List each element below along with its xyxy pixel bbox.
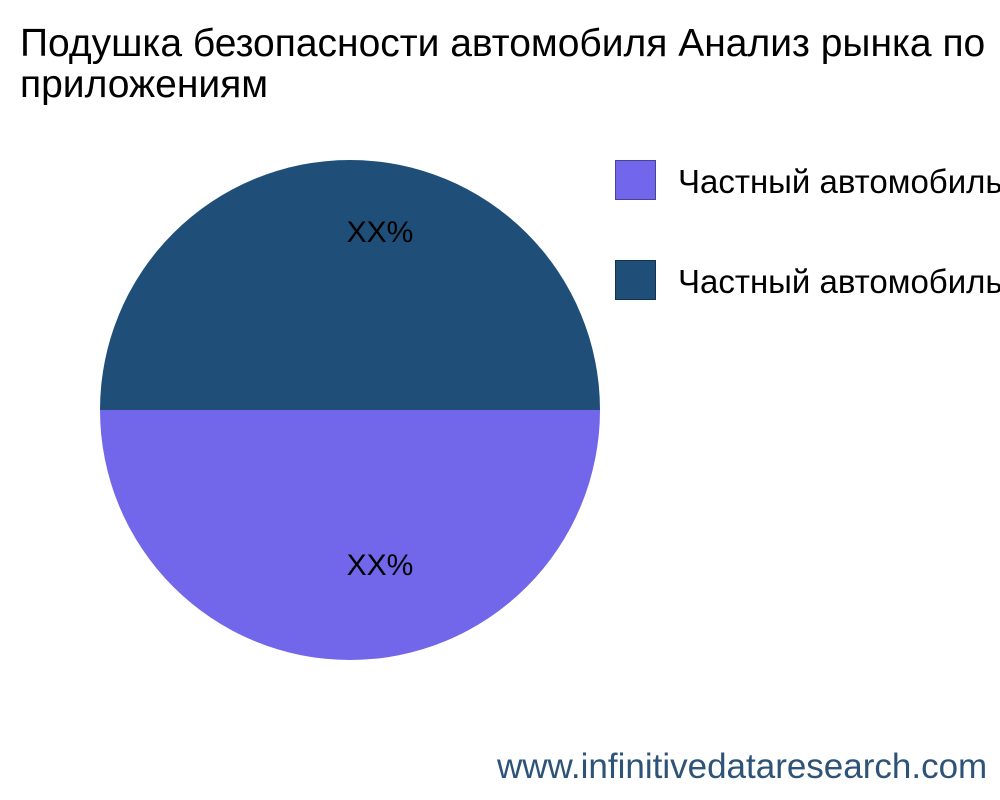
svg-text:XX%: XX% [347, 549, 414, 582]
svg-text:XX%: XX% [347, 216, 414, 249]
